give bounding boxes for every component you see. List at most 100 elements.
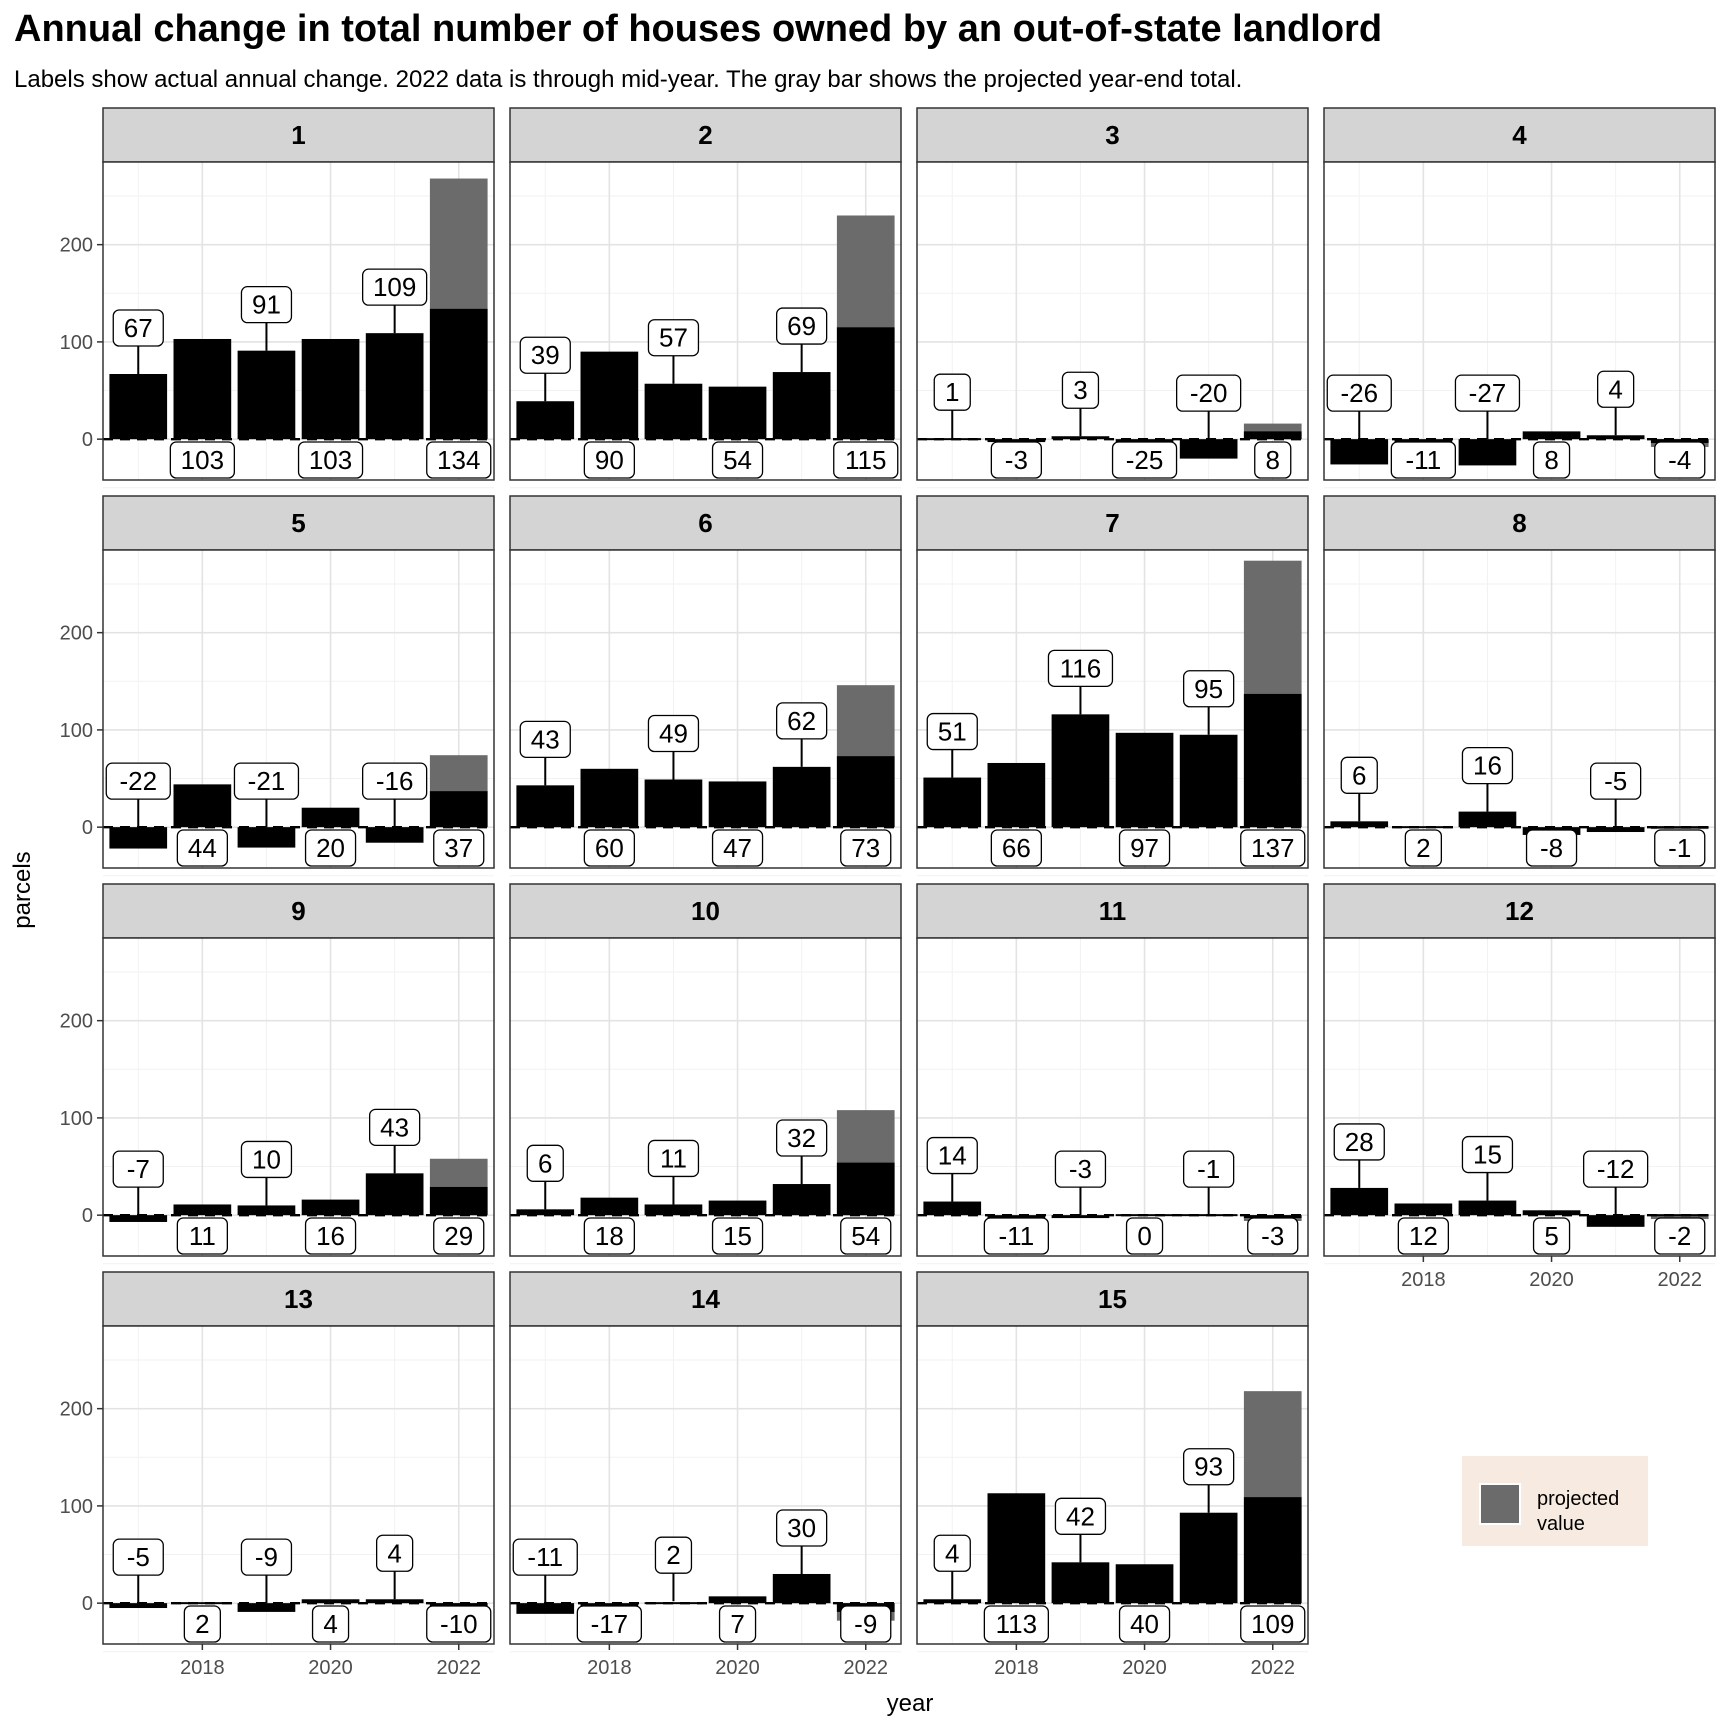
y-axis-label: parcels (9, 851, 36, 928)
data-label-box (711, 1217, 764, 1255)
data-label: 15 (723, 1221, 752, 1251)
legend-key (1479, 1483, 1521, 1525)
data-label-box (840, 829, 892, 867)
bar-2017 (1330, 439, 1389, 465)
data-label-box (1525, 829, 1578, 867)
x-tick-label: 2022 (436, 1657, 481, 1679)
facet-strip-label: 12 (1505, 896, 1534, 926)
data-label: 6 (538, 1148, 552, 1178)
data-label-box (240, 1538, 293, 1576)
data-label: 103 (181, 445, 224, 475)
data-label-box (1254, 441, 1292, 479)
facet-strip-label: 7 (1105, 508, 1119, 538)
bar-2017 (516, 785, 575, 828)
panel-border (916, 937, 1309, 1257)
data-label: -11 (1406, 445, 1442, 475)
data-label: 20 (316, 833, 345, 863)
facet-panel-12: 12 28 12 15 5 -12 -2 2018 2020 2022 (1323, 883, 1716, 1291)
data-label: -1 (1668, 833, 1691, 863)
data-label-box (112, 1538, 164, 1576)
data-label-box (583, 441, 636, 479)
data-label-box (240, 1140, 293, 1179)
data-label: 11 (189, 1221, 216, 1251)
facet-panel-10: 10 6 18 11 15 32 54 (509, 883, 902, 1265)
data-label: -21 (248, 766, 286, 796)
bar-2018 (580, 351, 639, 440)
bar-2017 (109, 1215, 168, 1222)
data-label-box (711, 441, 764, 479)
data-label-box (1654, 829, 1706, 867)
facet-panel-11: 11 14 -11 -3 0 -1 -3 (916, 883, 1309, 1265)
x-tick-label: 2018 (587, 1657, 632, 1679)
bar-2017 (923, 777, 982, 828)
x-tick-label: 2020 (308, 1657, 353, 1679)
data-label: 95 (1194, 674, 1223, 704)
bar-2020 (708, 1200, 767, 1216)
bar-2021 (772, 1573, 831, 1604)
facet-strip (509, 107, 902, 163)
x-tick-label: 2018 (994, 1657, 1039, 1679)
data-label: 6 (1352, 760, 1366, 790)
bar-2022 (429, 791, 488, 828)
facet-strip (1323, 883, 1716, 939)
data-label: 91 (252, 290, 281, 320)
data-label-box (1118, 829, 1171, 867)
facet-strip (509, 883, 902, 939)
data-label: 32 (787, 1123, 816, 1153)
data-label: -16 (376, 766, 414, 796)
facet-panel-1: 1 67 103 91 103 109 134 0 100 200 (60, 107, 495, 489)
facet-strip (102, 883, 495, 939)
facet-strip-label: 3 (1105, 120, 1119, 150)
data-label: 11 (660, 1143, 687, 1173)
x-axis-label: year (887, 1690, 934, 1717)
data-label-box (1118, 1605, 1171, 1643)
bar-2018 (1394, 826, 1453, 829)
facet-strip-label: 11 (1099, 896, 1127, 926)
data-label: 37 (444, 833, 473, 863)
chart-subtitle: Labels show actual annual change. 2022 d… (14, 66, 1243, 93)
data-label-box (647, 319, 700, 357)
panel-background (1324, 938, 1715, 1256)
data-label: 103 (309, 445, 352, 475)
panel-border (509, 549, 902, 869)
panel-border (102, 937, 495, 1257)
y-tick-label: 0 (82, 429, 93, 451)
bar-2020 (1115, 1564, 1174, 1604)
bar-2019 (644, 1204, 703, 1216)
bar-2022 (1243, 1215, 1302, 1219)
data-label: -8 (1540, 833, 1563, 863)
bar-2021 (772, 372, 831, 440)
data-label-box (1532, 1217, 1571, 1255)
data-label-box (169, 441, 236, 479)
x-tick-label: 2020 (1122, 1657, 1167, 1679)
bar-2022 (1650, 826, 1709, 829)
panel-border (102, 161, 495, 481)
data-label: -7 (127, 1154, 150, 1184)
panel-border (509, 1325, 902, 1645)
bar-2022 (429, 308, 488, 440)
data-label-box (433, 1217, 485, 1255)
panel-background (1324, 162, 1715, 480)
x-tick-label: 2020 (715, 1657, 760, 1679)
bar-2019 (237, 827, 296, 848)
y-tick-label: 200 (60, 1399, 93, 1421)
chart-title: Annual change in total number of houses … (14, 8, 1383, 50)
data-label: 54 (723, 445, 752, 475)
y-tick-label: 100 (60, 1496, 93, 1518)
bar-2022 (1650, 1214, 1709, 1217)
data-label-box (1589, 762, 1642, 800)
data-label: 43 (380, 1112, 409, 1142)
data-label-box (1240, 829, 1306, 867)
panel-border (1323, 937, 1716, 1257)
data-label: -5 (127, 1542, 150, 1572)
data-label-box (176, 1217, 229, 1255)
bar-2019 (644, 779, 703, 828)
facet-strip (1323, 107, 1716, 163)
data-label: -3 (1261, 1221, 1284, 1251)
data-label-box (583, 829, 636, 867)
data-label-box (240, 286, 293, 324)
bar-2022 (1243, 693, 1302, 828)
facet-strip (102, 495, 495, 551)
data-label: 5 (1544, 1221, 1558, 1251)
facet-panel-8: 8 6 2 16 -8 -5 -1 (1323, 495, 1716, 877)
